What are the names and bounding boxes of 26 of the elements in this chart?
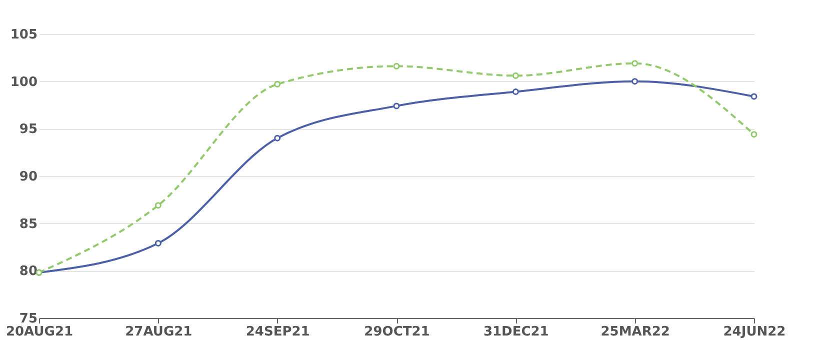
x-tick-label: 24JUN22	[723, 324, 786, 340]
y-tick-label: 95	[19, 122, 38, 138]
y-tick-label: 85	[19, 216, 38, 232]
point	[154, 240, 162, 246]
x-tick-label: 25MAR22	[600, 324, 670, 340]
point	[274, 80, 281, 88]
point	[512, 88, 519, 95]
point	[393, 102, 400, 110]
y-tick-label: 80	[19, 264, 38, 280]
point	[632, 78, 638, 85]
y-tick-label: 105	[10, 28, 38, 42]
point	[750, 131, 758, 138]
x-tick-label: 27AUG21	[125, 324, 192, 340]
point	[393, 62, 400, 70]
y-tick-label: 100	[10, 74, 38, 90]
y-tick-label: 75	[19, 312, 38, 326]
point	[154, 202, 162, 209]
y-tick-label: 90	[19, 170, 38, 184]
point	[512, 72, 519, 79]
point	[750, 93, 758, 100]
x-tick-label: 29OCT21	[364, 324, 430, 340]
point	[274, 134, 281, 142]
x-tick-label: 20AUG21	[6, 324, 74, 340]
x-tick-label: 24SEP21	[246, 324, 310, 340]
x-tick-label: 31DEC21	[483, 324, 549, 340]
point	[632, 60, 638, 67]
